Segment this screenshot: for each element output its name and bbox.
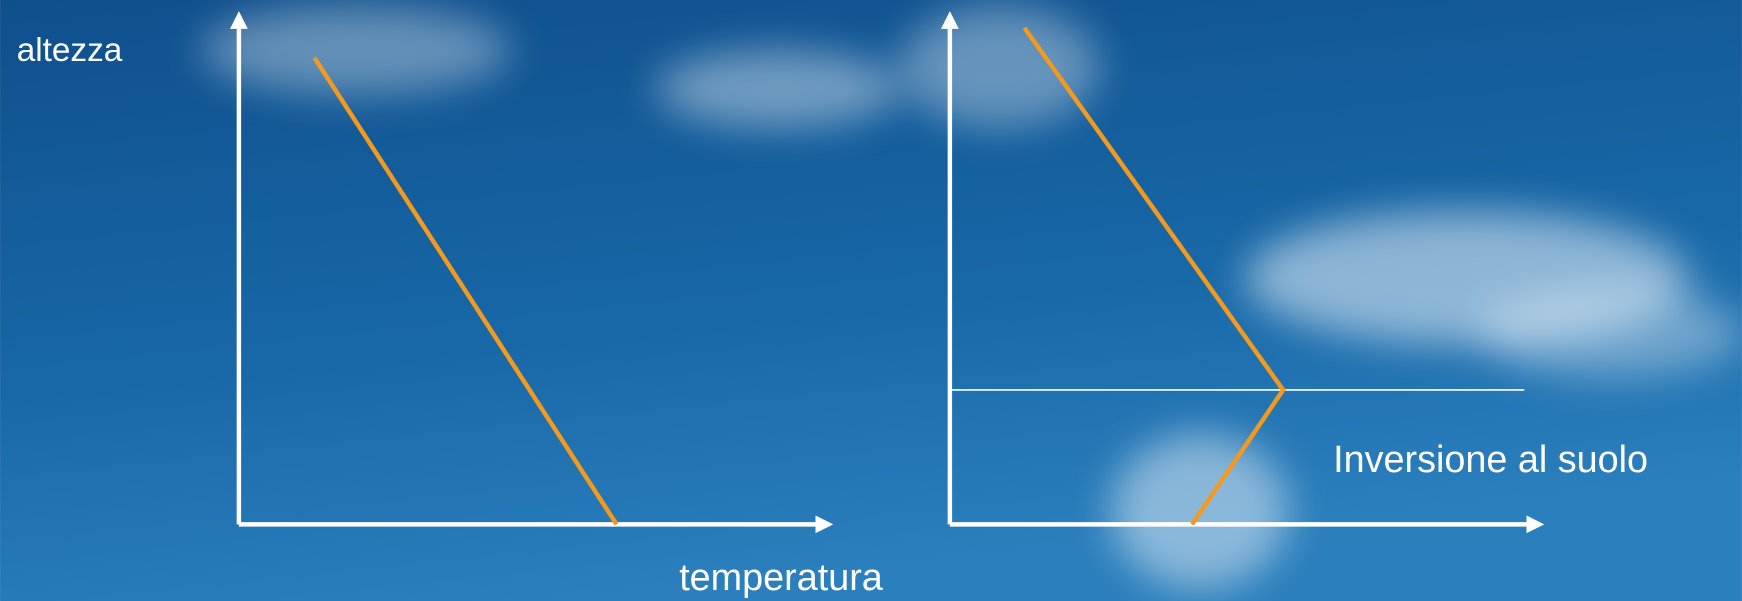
page: altezza temperatura Inversione al suolo …: [0, 0, 1742, 601]
y-axis-label: altezza: [17, 32, 123, 69]
inversion-label: Inversione al suolo: [1333, 439, 1648, 481]
x-axis-label: temperatura: [679, 557, 883, 599]
diagram: altezza temperatura Inversione al suolo: [0, 0, 1742, 601]
